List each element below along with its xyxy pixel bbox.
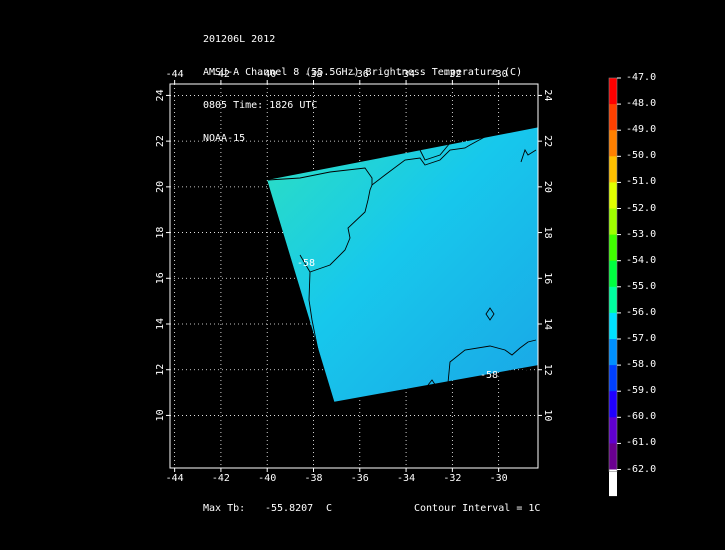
lon-tick-label: -30	[490, 473, 508, 484]
colorbar-label: -60.0	[626, 411, 657, 423]
colorbar-segment	[609, 391, 617, 418]
lon-tick-label: -34	[397, 69, 415, 80]
contour-interval-text: Contour Interval = 1C	[414, 503, 541, 514]
lat-tick-label: 22	[155, 135, 166, 147]
lon-tick-label: -38	[304, 69, 322, 80]
colorbar-segment	[609, 443, 617, 470]
colorbar-segment	[609, 312, 617, 340]
lon-tick-label: -36	[351, 69, 369, 80]
colorbar-segment	[609, 469, 617, 497]
colorbar-segment	[609, 417, 617, 444]
axis-ticks: -44 -44 -42 -42 -40 -40 -38 -38 -36 -36 -34 -34 -32 -…	[155, 69, 553, 484]
lat-tick-label: 18	[542, 227, 553, 239]
colorbar-label: -53.0	[626, 228, 657, 240]
colorbar-label: -55.0	[626, 280, 657, 292]
lat-tick-label: 24	[155, 89, 166, 101]
lon-tick-label: -32	[443, 69, 461, 80]
lon-tick-label: -42	[212, 69, 230, 80]
lon-tick-label: -36	[351, 473, 369, 484]
lat-tick-label: 20	[155, 181, 166, 193]
lon-tick-label: -40	[258, 69, 276, 80]
brightness-swath	[267, 127, 538, 402]
colorbar-segment	[609, 339, 617, 366]
time-text: 0805 Time: 1826 UTC	[203, 100, 318, 111]
colorbar-segment	[609, 156, 617, 183]
colorbar	[608, 77, 621, 497]
max-tb-value: -55.8207	[265, 503, 314, 514]
colorbar-segment	[609, 78, 617, 105]
colorbar-label: -49.0	[626, 124, 657, 136]
colorbar-label: -52.0	[626, 202, 657, 214]
contour-lines	[267, 123, 537, 387]
map-header: 201206L 2012 AMSU-A Channel 8 (55.5GHz) …	[203, 12, 522, 155]
colorbar-segment	[609, 286, 617, 314]
colorbar-segment	[609, 104, 617, 131]
colorbar-label: -51.0	[626, 176, 657, 188]
colorbar-label: -47.0	[626, 72, 657, 83]
lat-tick-label: 14	[155, 318, 166, 330]
colorbar-label: -50.0	[626, 150, 657, 162]
colorbar-label: -57.0	[626, 333, 657, 344]
colorbar-label: -48.0	[626, 98, 657, 110]
lat-tick-label: 24	[542, 89, 553, 101]
colorbar-segment	[609, 260, 617, 288]
colorbar-label: -61.0	[626, 437, 657, 449]
lon-tick-label: -34	[397, 473, 415, 484]
lat-tick-label: 10	[542, 409, 553, 421]
colorbar-label: -58.0	[626, 359, 657, 371]
lat-tick-label: 16	[542, 272, 553, 284]
colorbar-frame	[608, 77, 618, 472]
colorbar-label: -56.0	[626, 306, 657, 318]
colorbar-segment	[609, 182, 617, 209]
colorbar-segment	[609, 365, 617, 392]
lon-tick-label: -44	[166, 69, 184, 80]
lon-tick-label: -30	[490, 69, 508, 80]
satellite-text: NOAA-15	[203, 133, 246, 144]
colorbar-segment	[609, 208, 617, 236]
colorbar-label: -59.0	[626, 385, 657, 397]
lat-tick-label: 18	[155, 227, 166, 239]
storm-id-text: 201206L 2012	[203, 34, 276, 45]
colorbar-segment	[609, 234, 617, 262]
colorbar-label: -54.0	[626, 254, 657, 266]
lon-tick-label: -42	[212, 473, 230, 484]
product-title: AMSU-A Channel 8 (55.5GHz) Brightness Te…	[203, 67, 523, 78]
lon-tick-label: -32	[443, 473, 461, 484]
lat-tick-label: 20	[542, 181, 553, 193]
max-tb-unit: C	[326, 503, 333, 514]
map-frame	[169, 83, 539, 469]
lon-tick-label: -38	[304, 473, 322, 484]
contour-label: -58	[297, 258, 315, 269]
lat-tick-label: 14	[542, 318, 553, 330]
lat-tick-label: 16	[155, 272, 166, 284]
lon-tick-label: -40	[258, 473, 276, 484]
colorbar-label: -62.0	[626, 463, 657, 475]
lat-tick-label: 22	[542, 135, 553, 147]
lat-tick-label: 12	[155, 364, 166, 376]
lat-tick-label: 10	[155, 409, 166, 421]
lon-tick-label: -44	[166, 473, 184, 484]
max-tb-label: Max Tb:	[203, 503, 246, 514]
lat-tick-label: 12	[542, 364, 553, 376]
contour-label: -58	[480, 370, 498, 381]
colorbar-segment	[609, 130, 617, 157]
